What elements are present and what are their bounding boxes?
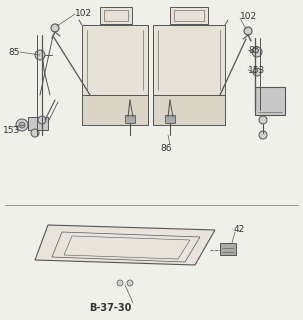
Circle shape [244, 27, 252, 35]
Text: 102: 102 [240, 12, 257, 20]
Circle shape [259, 116, 267, 124]
Polygon shape [100, 7, 132, 24]
Circle shape [117, 280, 123, 286]
Polygon shape [28, 117, 48, 130]
Text: 42: 42 [234, 226, 245, 235]
Polygon shape [220, 243, 236, 255]
Circle shape [16, 119, 28, 131]
Circle shape [38, 116, 46, 124]
Circle shape [259, 131, 267, 139]
Text: 153: 153 [3, 125, 20, 134]
Polygon shape [82, 25, 148, 95]
Polygon shape [82, 95, 148, 125]
Circle shape [253, 68, 261, 76]
Polygon shape [255, 87, 285, 115]
Circle shape [51, 24, 59, 32]
Text: 85: 85 [8, 47, 19, 57]
Circle shape [35, 50, 45, 60]
Text: 86: 86 [160, 143, 171, 153]
Polygon shape [170, 7, 208, 24]
Polygon shape [153, 25, 225, 95]
Text: B-37-30: B-37-30 [89, 303, 131, 313]
Circle shape [252, 47, 262, 57]
Polygon shape [165, 115, 175, 123]
Circle shape [19, 122, 25, 128]
Circle shape [127, 280, 133, 286]
Text: 85: 85 [248, 45, 259, 54]
Text: 153: 153 [248, 66, 265, 75]
Circle shape [31, 129, 39, 137]
Polygon shape [35, 225, 215, 265]
Text: 102: 102 [75, 9, 92, 18]
Polygon shape [153, 95, 225, 125]
Polygon shape [125, 115, 135, 123]
